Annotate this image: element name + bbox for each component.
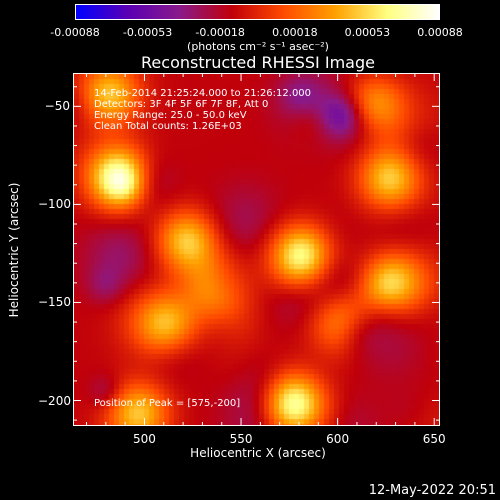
x-tick-label: 650: [422, 432, 446, 446]
colorbar-tick-label: 0.00053: [344, 26, 391, 39]
y-tick-label: −100: [38, 197, 71, 212]
y-tick-label: −50: [44, 99, 70, 114]
x-tick-label: 500: [133, 432, 156, 446]
annotation-detectors: Detectors: 3F 4F 5F 6F 7F 8F, Att 0: [94, 99, 269, 110]
colorbar-tick-label: -0.00018: [195, 26, 245, 39]
colorbar-tick-label: -0.00088: [50, 26, 100, 39]
colorbar-tick-label: -0.00053: [122, 26, 173, 39]
y-tick-label: −200: [38, 393, 71, 408]
heatmap-image: [74, 74, 439, 425]
x-tick-label: 550: [229, 432, 253, 446]
colorbar-tick-label: 0.00088: [417, 26, 463, 39]
annotation-time-range: 14-Feb-2014 21:25:24.000 to 21:26:12.000: [94, 88, 312, 99]
plot-timestamp: 12-May-2022 20:51: [368, 483, 496, 498]
annotation-clean-counts: Clean Total counts: 1.26E+03: [94, 121, 242, 132]
colorbar: [75, 4, 440, 20]
image-plot-area[interactable]: 14-Feb-2014 21:25:24.000 to 21:26:12.000…: [73, 73, 440, 426]
colorbar-tick-label: 0.00018: [272, 26, 318, 39]
y-axis-label: Heliocentric Y (arcsec): [7, 182, 21, 318]
x-axis-label: Heliocentric X (arcsec): [190, 446, 326, 460]
x-tick-label: 600: [326, 432, 350, 446]
annotation-energy-range: Energy Range: 25.0 - 50.0 keV: [94, 110, 247, 121]
y-tick-label: −150: [38, 295, 71, 310]
chart-title: Reconstructed RHESSI Image: [141, 53, 375, 72]
annotation-peak-position: Position of Peak = [575,-200]: [94, 398, 241, 409]
colorbar-units: (photons cm⁻² s⁻¹ asec⁻²): [187, 40, 329, 53]
